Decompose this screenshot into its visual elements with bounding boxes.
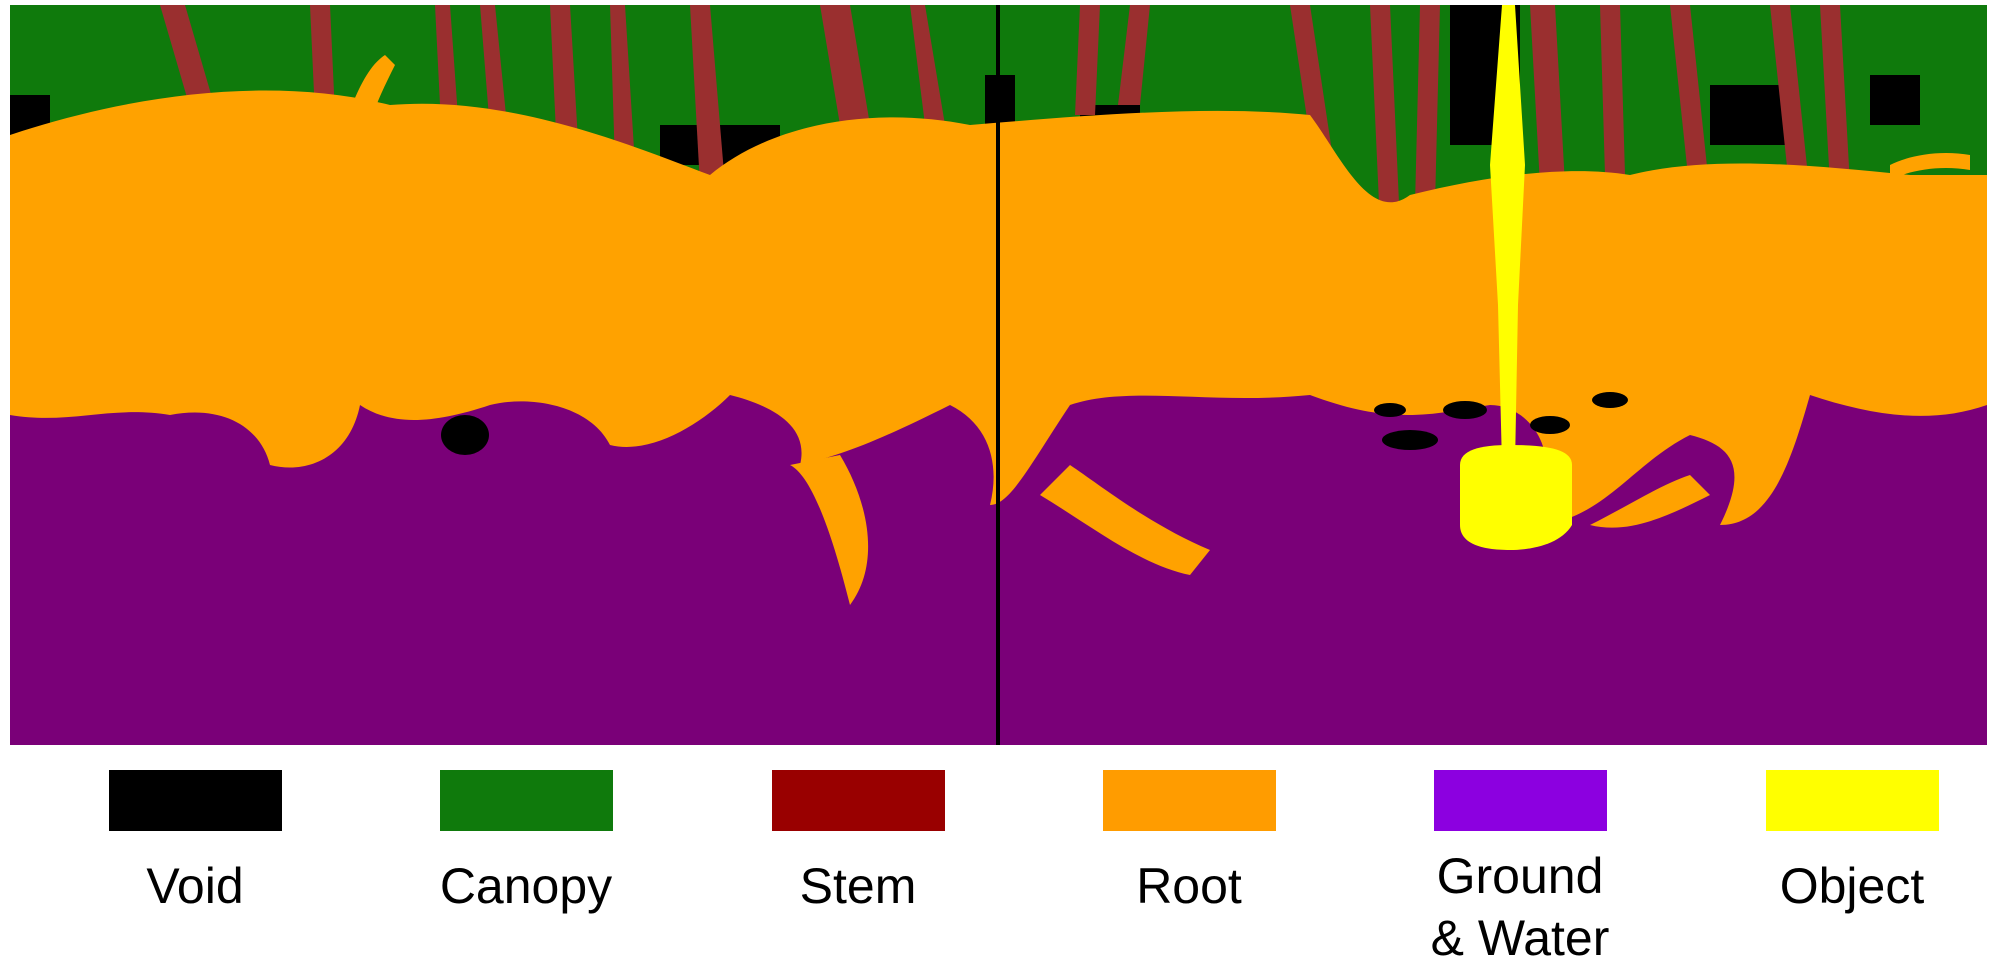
legend-item-void: Void: [105, 770, 285, 917]
legend-swatch-ground-water: [1433, 770, 1607, 831]
segmentation-map: [10, 5, 1987, 745]
legend-item-ground-water: Ground & Water: [1430, 770, 1610, 969]
panel-seam: [996, 5, 1000, 745]
legend-swatch-root: [1102, 770, 1276, 831]
legend-item-root: Root: [1099, 770, 1279, 917]
legend-item-object: Object: [1762, 770, 1942, 917]
legend-swatch-stem: [771, 770, 945, 831]
legend: Void Canopy Stem Root Ground & Water Obj…: [0, 770, 1993, 978]
legend-label-stem: Stem: [799, 858, 917, 914]
legend-swatch-void: [108, 770, 282, 831]
legend-label-ground-water: Ground & Water: [1430, 848, 1610, 966]
legend-item-canopy: Canopy: [436, 770, 616, 917]
legend-label-object: Object: [1779, 858, 1925, 914]
legend-swatch-canopy: [439, 770, 613, 831]
legend-label-root: Root: [1136, 858, 1242, 914]
object-regions: [1460, 5, 1572, 550]
segmentation-map-image: [10, 5, 1987, 745]
legend-swatch-object: [1765, 770, 1939, 831]
legend-label-canopy: Canopy: [439, 858, 613, 914]
legend-label-void: Void: [146, 858, 244, 914]
legend-item-stem: Stem: [768, 770, 948, 917]
ground-void-patches: [441, 392, 1628, 455]
